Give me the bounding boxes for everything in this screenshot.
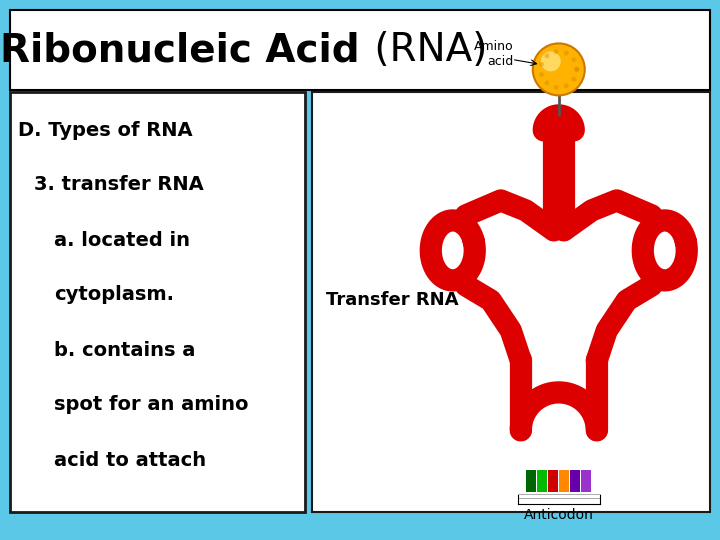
Text: Transfer RNA: Transfer RNA	[326, 292, 459, 309]
Text: cytoplasm.: cytoplasm.	[54, 286, 174, 305]
Circle shape	[539, 62, 544, 67]
Circle shape	[564, 51, 569, 56]
Circle shape	[539, 72, 544, 77]
FancyBboxPatch shape	[526, 470, 536, 492]
Text: b. contains a: b. contains a	[54, 341, 195, 360]
Circle shape	[544, 53, 549, 58]
Circle shape	[541, 51, 561, 71]
Circle shape	[554, 85, 559, 90]
Text: D. Types of RNA: D. Types of RNA	[18, 120, 193, 139]
Circle shape	[572, 57, 577, 62]
Text: a. located in: a. located in	[54, 231, 190, 249]
FancyBboxPatch shape	[581, 470, 590, 492]
Circle shape	[572, 77, 577, 82]
Text: spot for an amino: spot for an amino	[54, 395, 248, 415]
FancyBboxPatch shape	[10, 92, 305, 512]
Circle shape	[564, 83, 569, 88]
Circle shape	[533, 43, 585, 96]
FancyBboxPatch shape	[537, 470, 546, 492]
Circle shape	[575, 67, 580, 72]
FancyBboxPatch shape	[548, 470, 558, 492]
Circle shape	[544, 80, 549, 85]
Text: Anticodon: Anticodon	[524, 508, 594, 522]
FancyBboxPatch shape	[518, 495, 600, 498]
Text: acid to attach: acid to attach	[54, 450, 206, 469]
Text: 3. transfer RNA: 3. transfer RNA	[34, 176, 204, 194]
Text: Amino
acid: Amino acid	[474, 40, 514, 69]
Text: (RNA): (RNA)	[362, 31, 487, 69]
Circle shape	[575, 67, 580, 72]
FancyBboxPatch shape	[10, 10, 710, 90]
FancyBboxPatch shape	[559, 470, 569, 492]
Text: Ribonucleic Acid: Ribonucleic Acid	[1, 31, 360, 69]
Circle shape	[554, 49, 559, 54]
FancyBboxPatch shape	[570, 470, 580, 492]
FancyBboxPatch shape	[312, 92, 710, 512]
